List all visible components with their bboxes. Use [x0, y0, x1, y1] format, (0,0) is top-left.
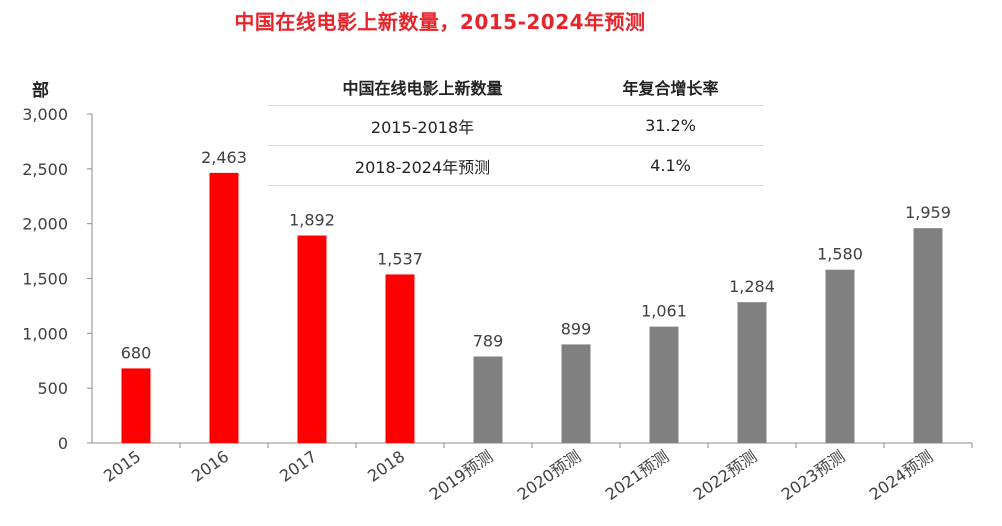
bar — [297, 235, 327, 443]
bar — [913, 228, 943, 443]
bar — [385, 274, 415, 443]
bar — [825, 269, 855, 443]
cagr-table-period: 2015-2018年 — [268, 105, 578, 146]
x-tick-label: 2023预测 — [778, 447, 848, 504]
cagr-table: 中国在线电影上新数量 年复合增长率 2015-2018年 31.2% 2018-… — [268, 68, 764, 186]
data-label: 1,284 — [729, 277, 775, 296]
data-label: 899 — [561, 319, 592, 338]
bar — [121, 368, 151, 443]
x-tick-label: 2024预测 — [866, 447, 936, 504]
data-label: 1,580 — [817, 245, 863, 264]
y-tick-label: 500 — [37, 379, 68, 398]
x-tick-label: 2022预测 — [690, 447, 760, 504]
x-tick-label: 2017 — [276, 447, 320, 486]
data-label: 1,892 — [289, 211, 335, 230]
bar — [737, 302, 767, 443]
y-tick-label: 2,500 — [22, 160, 68, 179]
y-tick-label: 3,000 — [22, 105, 68, 124]
cagr-table-header-cagr: 年复合增长率 — [577, 68, 764, 106]
bar — [209, 172, 239, 444]
cagr-table-row: 2015-2018年 31.2% — [268, 105, 764, 146]
y-tick-label: 2,000 — [22, 215, 68, 234]
cagr-table-rate: 4.1% — [577, 145, 764, 186]
data-label: 2,463 — [201, 148, 247, 167]
bar — [649, 326, 679, 443]
x-tick-label: 2015 — [100, 447, 144, 486]
x-tick-label: 2018 — [364, 447, 408, 486]
data-label: 1,061 — [641, 302, 687, 321]
cagr-table-rate: 31.2% — [577, 105, 764, 146]
cagr-table-row: 2018-2024年预测 4.1% — [268, 145, 764, 186]
data-label: 789 — [473, 331, 504, 350]
x-tick-label: 2019预测 — [426, 447, 496, 504]
x-tick-label: 2021预测 — [602, 447, 672, 504]
cagr-table-header-metric: 中国在线电影上新数量 — [268, 68, 578, 106]
data-label: 1,959 — [905, 203, 951, 222]
data-label: 680 — [121, 343, 152, 362]
y-tick-label: 1,500 — [22, 270, 68, 289]
y-tick-label: 0 — [58, 434, 68, 453]
chart-title: 中国在线电影上新数量，2015-2024年预测 — [234, 10, 646, 34]
cagr-table-period: 2018-2024年预测 — [268, 145, 578, 186]
bar — [561, 344, 591, 443]
data-label: 1,537 — [377, 249, 423, 268]
x-tick-label: 2020预测 — [514, 447, 584, 504]
bar — [473, 356, 503, 443]
cagr-table-header-row: 中国在线电影上新数量 年复合增长率 — [268, 68, 764, 106]
y-tick-label: 1,000 — [22, 324, 68, 343]
x-tick-label: 2016 — [188, 447, 232, 486]
y-axis-unit-label: 部 — [32, 81, 49, 101]
